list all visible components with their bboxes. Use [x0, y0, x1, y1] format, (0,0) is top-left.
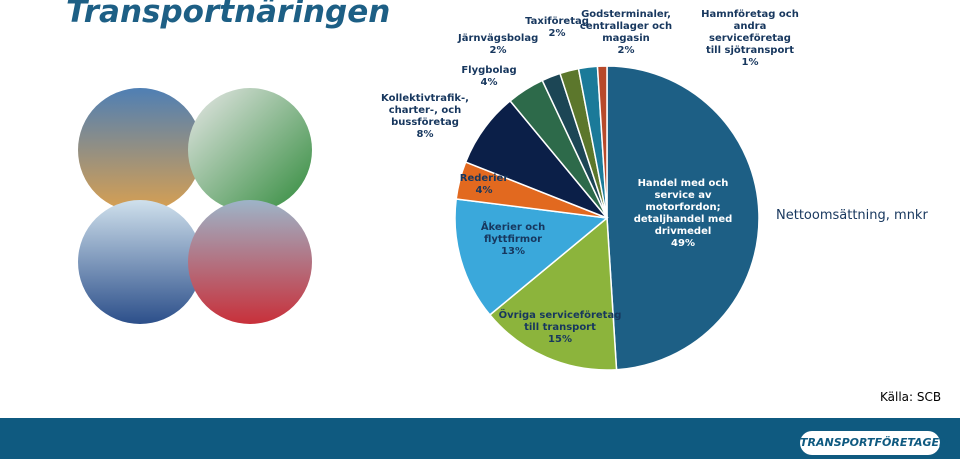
- category-name: Övriga serviceföretag till transport: [498, 310, 622, 333]
- pie-slice: [596, 65, 608, 219]
- slice-label: Godsterminaler, centrallager och magasin…: [576, 9, 676, 57]
- value-label: 49%: [671, 238, 695, 249]
- photo: [78, 88, 202, 212]
- slice-label: Övriga serviceföretag till transport 15%: [495, 310, 625, 346]
- value-label: 2%: [617, 45, 635, 56]
- category-name: Flygbolag: [461, 65, 517, 76]
- source: Källa: SCB: [880, 390, 942, 404]
- pie-slice: [488, 216, 618, 371]
- slice-label: Flygbolag 4%: [454, 65, 524, 89]
- slice-label: Taxiföretag 2%: [522, 16, 592, 40]
- value-label: 2%: [548, 28, 566, 39]
- category-name: Kollektivtrafik-, charter-, och bussföre…: [381, 93, 469, 128]
- slice-label: Järnvägsbolag 2%: [458, 33, 538, 57]
- category-name: Handel med och service av motorfordon; d…: [633, 178, 733, 237]
- category-name: Hamnföretag och andra serviceföretag til…: [701, 9, 799, 56]
- pie-slice: [454, 198, 609, 316]
- value-label: 8%: [416, 129, 434, 140]
- slice-label: Rederier 4%: [454, 173, 514, 197]
- category-name: Järnvägsbolag: [458, 33, 539, 44]
- category-name: Taxiföretag: [525, 16, 589, 27]
- value-label: 4%: [480, 77, 498, 88]
- category-name: Godsterminaler, centrallager och magasin: [579, 9, 673, 44]
- slice-label: Kollektivtrafik-, charter-, och bussföre…: [378, 93, 473, 141]
- pie-slice: [606, 65, 760, 371]
- category-name: Åkerier och flyttfirmor: [480, 222, 546, 245]
- value-label: 15%: [548, 334, 572, 345]
- value-label: 4%: [475, 185, 493, 196]
- annotation: Nettoomsättning, mnkr: [776, 208, 928, 223]
- value-label: 1%: [741, 57, 759, 68]
- value-label: 13%: [501, 246, 525, 257]
- value-label: 2%: [489, 45, 507, 56]
- photo: [78, 200, 202, 324]
- category-name: Rederier: [459, 173, 509, 184]
- slice-label: Hamnföretag och andra serviceföretag til…: [700, 9, 800, 69]
- photo: [188, 88, 312, 212]
- title: Transportnäringen: [66, 0, 391, 30]
- logo: TRANSPORTFÖRETAGEN: [800, 431, 948, 455]
- slice-label: Handel med och service av motorfordon; d…: [628, 178, 738, 250]
- photo: [188, 200, 312, 324]
- slice-label: Åkerier och flyttfirmor 13%: [453, 222, 573, 258]
